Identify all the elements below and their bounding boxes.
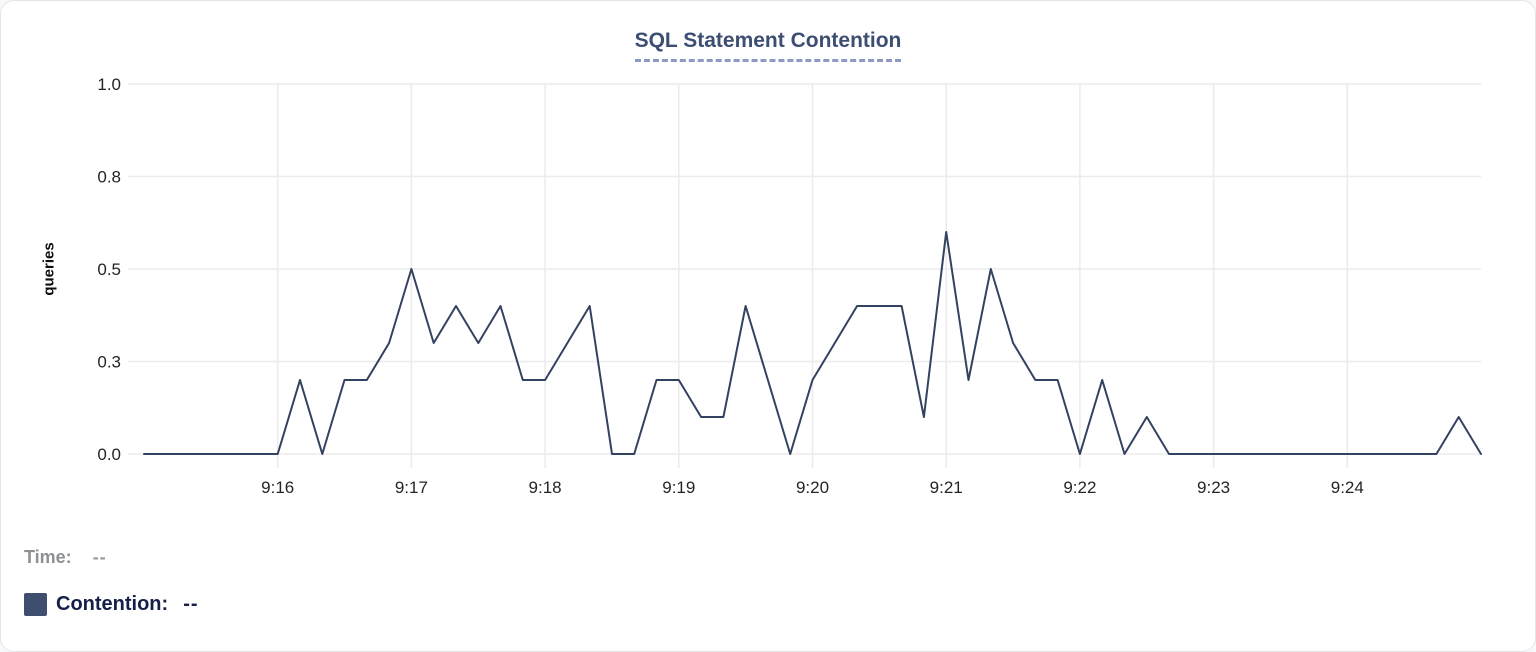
legend-contention-value: --: [183, 593, 199, 615]
legend-time-label: Time:: [24, 547, 72, 567]
x-tick-label: 9:20: [796, 478, 829, 497]
y-tick-label: 0.5: [97, 260, 121, 279]
x-tick-label: 9:22: [1063, 478, 1096, 497]
chart-header: SQL Statement Contention: [1, 29, 1535, 62]
legend-contention-row[interactable]: Contention: --: [24, 593, 199, 616]
x-tick-label: 9:16: [261, 478, 294, 497]
x-tick-label: 9:23: [1197, 478, 1230, 497]
y-tick-label: 1.0: [97, 75, 121, 94]
y-axis-title: queries: [40, 242, 58, 296]
x-tick-label: 9:17: [395, 478, 428, 497]
chart-title[interactable]: SQL Statement Contention: [634, 29, 902, 62]
x-tick-label: 9:21: [930, 478, 963, 497]
contention-chart[interactable]: 0.0 0.3 0.5 0.8 1.0 9:16 9:17 9:18 9:19 9:20 9:21 9…: [1, 1, 1536, 521]
legend-contention-label: Contention:: [56, 593, 169, 615]
legend-time-value: --: [92, 547, 107, 567]
y-tick-label: 0.3: [97, 353, 121, 372]
y-tick-label: 0.0: [97, 445, 121, 464]
y-tick-label: 0.8: [97, 168, 121, 187]
x-tick-label: 9:19: [662, 478, 695, 497]
contention-series-swatch: [24, 593, 47, 616]
x-tick-label: 9:24: [1331, 478, 1364, 497]
contention-series-line: [143, 231, 1482, 455]
x-tick-label: 9:18: [529, 478, 562, 497]
legend-time-row: Time: --: [24, 547, 107, 568]
chart-canvas[interactable]: 0.0 0.3 0.5 0.8 1.0 9:16 9:17 9:18 9:19 9:20 9:21 9…: [1, 1, 1536, 521]
